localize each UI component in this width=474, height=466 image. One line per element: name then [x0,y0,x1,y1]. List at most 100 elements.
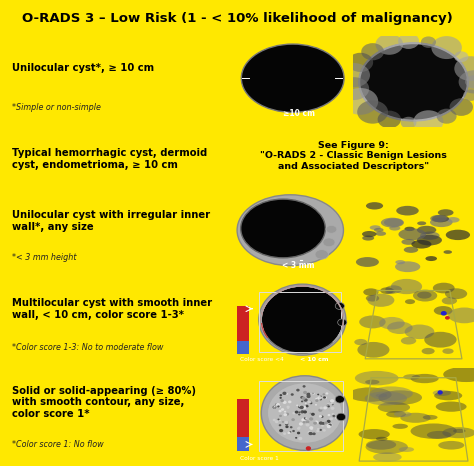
Ellipse shape [355,371,399,385]
Text: Unilocular cyst with irregular inner
wall*, any size: Unilocular cyst with irregular inner wal… [11,210,210,232]
Ellipse shape [237,195,344,266]
Circle shape [329,418,333,420]
Circle shape [441,311,447,315]
Ellipse shape [389,226,401,231]
Circle shape [275,403,278,405]
Circle shape [323,396,326,399]
Text: See Figure 9:
"O-RADS 2 - Classic Benign Lesions
and Associated Descriptors": See Figure 9: "O-RADS 2 - Classic Benign… [260,141,447,171]
Ellipse shape [430,215,447,222]
Ellipse shape [417,221,426,225]
Circle shape [317,428,319,430]
Ellipse shape [405,324,434,339]
Text: *Color score 1: No flow: *Color score 1: No flow [11,440,103,449]
Text: Unilocular cyst*, ≥ 10 cm: Unilocular cyst*, ≥ 10 cm [11,63,154,73]
Ellipse shape [384,218,403,226]
Ellipse shape [267,383,342,444]
Circle shape [305,403,307,404]
Text: < 3 mm: < 3 mm [283,261,315,270]
Circle shape [296,404,298,406]
Circle shape [332,413,334,415]
Ellipse shape [447,217,460,223]
Ellipse shape [376,437,388,441]
Ellipse shape [380,287,394,294]
Circle shape [306,404,308,407]
Ellipse shape [417,292,432,299]
Ellipse shape [433,390,451,396]
Circle shape [298,405,301,408]
Circle shape [308,401,312,404]
Ellipse shape [399,447,414,452]
Circle shape [337,319,347,326]
Ellipse shape [370,386,413,401]
Circle shape [335,396,345,403]
Circle shape [454,56,474,81]
Circle shape [323,429,326,432]
Circle shape [299,422,303,425]
Ellipse shape [357,342,390,358]
Circle shape [279,429,283,432]
Circle shape [280,394,282,396]
Circle shape [335,416,339,419]
Ellipse shape [417,235,442,246]
Bar [237,399,249,437]
Circle shape [339,77,369,100]
Ellipse shape [405,299,415,304]
Circle shape [301,397,306,400]
Circle shape [330,403,333,404]
Circle shape [454,51,468,62]
Circle shape [304,398,308,402]
Circle shape [282,421,284,423]
Circle shape [317,394,319,395]
Circle shape [310,412,312,414]
Ellipse shape [425,256,437,261]
Circle shape [283,413,287,416]
Circle shape [437,109,456,123]
Circle shape [298,413,301,416]
Ellipse shape [365,440,408,454]
Circle shape [347,53,373,72]
Text: *Simple or non-simple: *Simple or non-simple [11,103,100,112]
Ellipse shape [359,43,468,121]
Circle shape [298,437,302,440]
Circle shape [276,403,280,406]
Circle shape [308,431,312,434]
Circle shape [306,423,310,426]
Ellipse shape [392,424,408,429]
Ellipse shape [365,391,407,405]
Circle shape [357,100,388,123]
Text: Multilocular cyst with smooth inner
wall, < 10 cm, color score 1-3*: Multilocular cyst with smooth inner wall… [11,298,212,320]
Bar [237,341,249,354]
Ellipse shape [261,286,344,353]
Ellipse shape [366,202,383,210]
Circle shape [286,393,288,395]
Circle shape [335,302,345,309]
Ellipse shape [417,226,436,234]
Circle shape [328,405,330,407]
Text: Color score 1: Color score 1 [239,456,278,461]
Ellipse shape [362,235,374,240]
Ellipse shape [446,230,470,240]
Ellipse shape [399,228,426,240]
Circle shape [314,420,319,424]
Circle shape [273,407,276,409]
Circle shape [332,415,335,417]
Circle shape [284,411,286,412]
Circle shape [277,418,280,420]
Circle shape [465,75,474,89]
Circle shape [319,398,322,400]
Circle shape [309,432,312,435]
Ellipse shape [376,394,387,397]
Ellipse shape [385,285,402,294]
Text: Solid or solid-appearing (≥ 80%)
with smooth contour, any size,
color score 1*: Solid or solid-appearing (≥ 80%) with sm… [11,386,196,419]
Circle shape [283,432,286,435]
Circle shape [319,415,322,418]
Circle shape [286,405,290,408]
Ellipse shape [413,290,437,302]
Circle shape [302,406,306,409]
Circle shape [319,429,322,431]
Circle shape [337,413,346,421]
Circle shape [326,404,330,407]
Circle shape [298,426,301,429]
Ellipse shape [261,376,348,450]
Circle shape [309,417,313,421]
